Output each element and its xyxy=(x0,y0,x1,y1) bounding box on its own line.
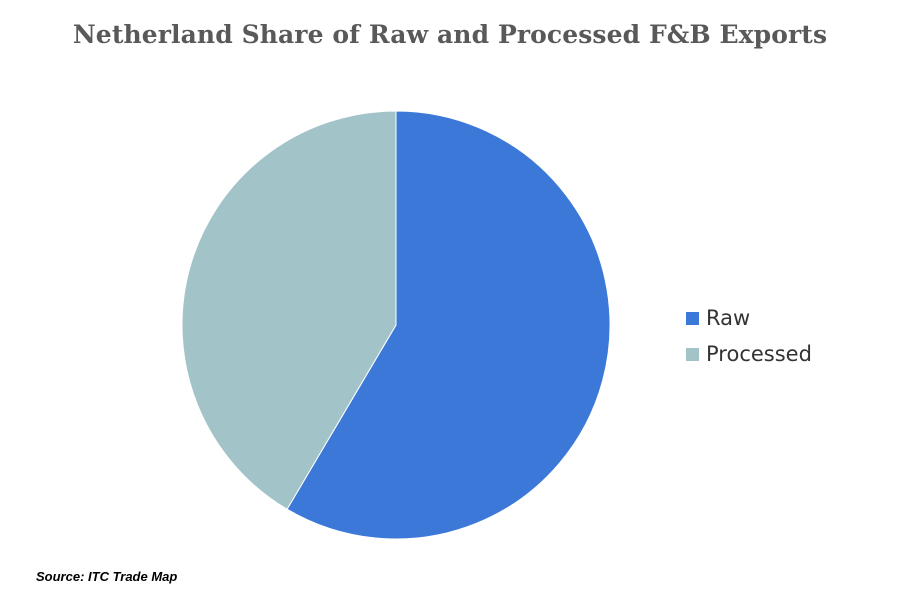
chart-title: Netherland Share of Raw and Processed F&… xyxy=(72,20,828,49)
legend-item-raw[interactable]: Raw xyxy=(686,300,812,336)
legend-swatch-raw xyxy=(686,311,699,325)
legend-item-processed[interactable]: Processed xyxy=(686,336,812,372)
source-note: Source: ITC Trade Map xyxy=(36,569,178,584)
legend-swatch-processed xyxy=(686,347,699,361)
legend: Raw Processed xyxy=(686,300,812,372)
legend-label-raw: Raw xyxy=(706,306,751,330)
pie-slice-processed[interactable] xyxy=(181,110,397,510)
pie-slice-raw[interactable] xyxy=(286,110,611,540)
legend-label-processed: Processed xyxy=(706,342,812,366)
